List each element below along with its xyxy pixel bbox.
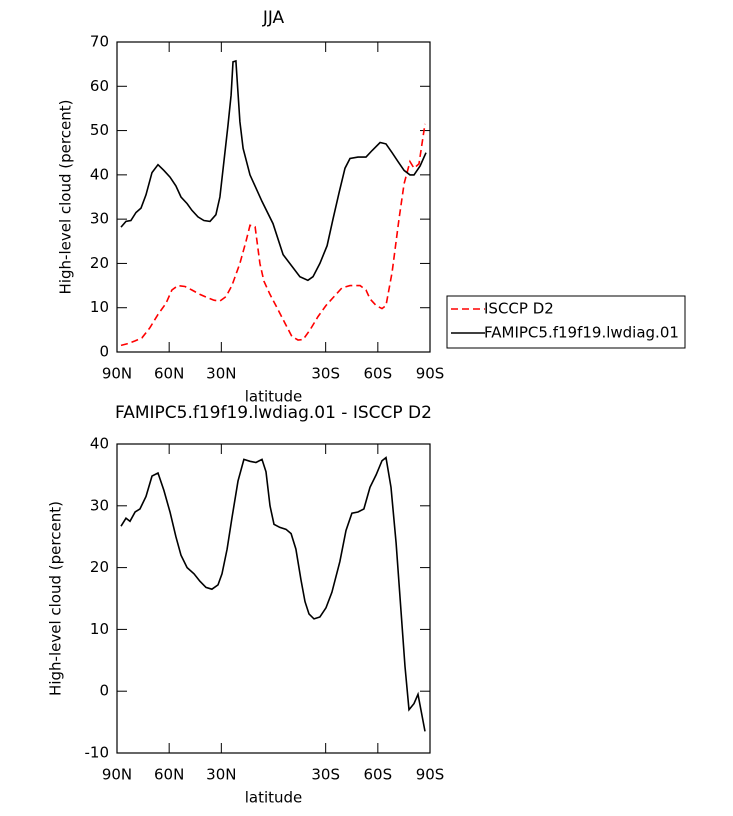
y-tick-label: 10: [90, 298, 109, 316]
x-tick-label: 90N: [102, 365, 132, 383]
y-tick-label: 10: [90, 620, 109, 638]
y-axis-label: High-level cloud (percent): [47, 501, 65, 696]
x-tick-label: 30S: [311, 365, 340, 383]
y-tick-label: 0: [99, 682, 109, 700]
y-tick-label: -10: [85, 744, 110, 762]
y-tick-label: 30: [90, 496, 109, 514]
x-axis-label: latitude: [245, 388, 303, 406]
legend-label: ISCCP D2: [484, 300, 554, 318]
x-tick-label: 60N: [154, 365, 184, 383]
y-tick-label: 60: [90, 77, 109, 95]
data-line: [120, 123, 426, 347]
chart-title: FAMIPC5.f19f19.lwdiag.01 - ISCCP D2: [115, 403, 432, 423]
y-tick-label: 40: [90, 435, 109, 453]
y-tick-label: 40: [90, 165, 109, 183]
legend-box: [446, 295, 686, 349]
chart-title: JJA: [262, 8, 285, 28]
x-tick-label: 90S: [416, 365, 445, 383]
data-line: [120, 456, 426, 732]
y-tick-label: 50: [90, 121, 109, 139]
y-tick-label: 30: [90, 210, 109, 228]
data-line: [120, 59, 427, 282]
y-tick-label: 0: [99, 343, 109, 361]
x-tick-label: 30N: [206, 365, 236, 383]
x-axis-label: latitude: [245, 789, 303, 807]
y-axis-label: High-level cloud (percent): [57, 100, 75, 295]
x-tick-label: 90S: [416, 766, 445, 784]
x-tick-label: 60S: [364, 766, 393, 784]
y-tick-label: 20: [90, 254, 109, 272]
x-tick-label: 30N: [206, 766, 236, 784]
x-tick-label: 60S: [364, 365, 393, 383]
y-tick-label: 70: [90, 33, 109, 51]
x-tick-label: 30S: [311, 766, 340, 784]
x-tick-label: 90N: [102, 766, 132, 784]
x-tick-label: 60N: [154, 766, 184, 784]
y-tick-label: 20: [90, 558, 109, 576]
plot-frame: [116, 443, 431, 754]
plot-frame: [116, 41, 431, 353]
legend-label: FAMIPC5.f19f19.lwdiag.01: [484, 324, 679, 342]
